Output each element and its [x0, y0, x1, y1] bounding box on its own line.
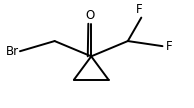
Text: O: O	[86, 9, 95, 22]
Text: F: F	[165, 40, 172, 53]
Text: F: F	[136, 3, 143, 16]
Text: Br: Br	[6, 45, 19, 58]
